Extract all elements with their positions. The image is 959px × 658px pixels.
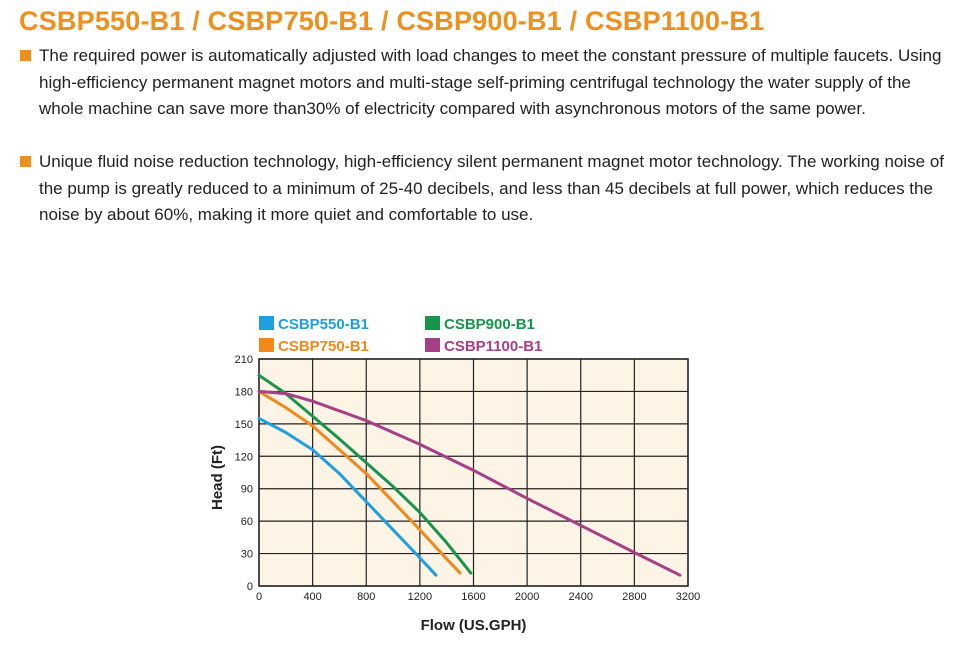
legend-swatch bbox=[259, 316, 274, 330]
page-title: CSBP550-B1 / CSBP750-B1 / CSBP900-B1 / C… bbox=[19, 6, 765, 36]
x-tick-label: 2800 bbox=[622, 591, 646, 603]
x-tick-label: 400 bbox=[303, 591, 321, 603]
series-line-csbp750-b1 bbox=[257, 389, 462, 575]
x-axis-label: Flow (US.GPH) bbox=[421, 617, 527, 634]
x-tick-label: 2000 bbox=[515, 591, 539, 603]
legend-swatch bbox=[425, 338, 440, 352]
series-line-csbp900-b1 bbox=[257, 373, 473, 575]
feature-paragraph: The required power is automatically adju… bbox=[20, 43, 950, 123]
x-tick-label: 1600 bbox=[461, 591, 485, 603]
y-tick-label: 180 bbox=[235, 386, 253, 398]
y-axis-label: Head (Ft) bbox=[209, 445, 226, 510]
y-tick-label: 120 bbox=[235, 451, 253, 463]
series-line-csbp1100-b1 bbox=[257, 389, 682, 577]
legend-swatch bbox=[425, 316, 440, 330]
x-tick-label: 1200 bbox=[408, 591, 432, 603]
y-tick-label: 150 bbox=[235, 419, 253, 431]
series-line-csbp550-b1 bbox=[257, 416, 438, 577]
feature-paragraph: Unique fluid noise reduction technology,… bbox=[20, 149, 950, 229]
legend-label: CSBP550-B1 bbox=[278, 316, 369, 333]
y-tick-label: 30 bbox=[241, 549, 253, 561]
plot-border bbox=[258, 358, 689, 587]
x-tick-label: 0 bbox=[256, 591, 262, 603]
legend-label: CSBP750-B1 bbox=[278, 338, 369, 355]
y-tick-label: 90 bbox=[241, 484, 253, 496]
bullet-icon bbox=[20, 50, 31, 61]
bullet-icon bbox=[20, 156, 31, 167]
y-tick-label: 60 bbox=[241, 516, 253, 528]
y-tick-label: 0 bbox=[247, 581, 253, 593]
y-tick-label: 210 bbox=[235, 354, 253, 366]
legend-swatch bbox=[259, 338, 274, 352]
legend-label: CSBP1100-B1 bbox=[444, 338, 542, 355]
x-tick-label: 2400 bbox=[569, 591, 593, 603]
x-tick-label: 800 bbox=[357, 591, 375, 603]
legend-label: CSBP900-B1 bbox=[444, 316, 535, 333]
x-tick-label: 3200 bbox=[676, 591, 700, 603]
